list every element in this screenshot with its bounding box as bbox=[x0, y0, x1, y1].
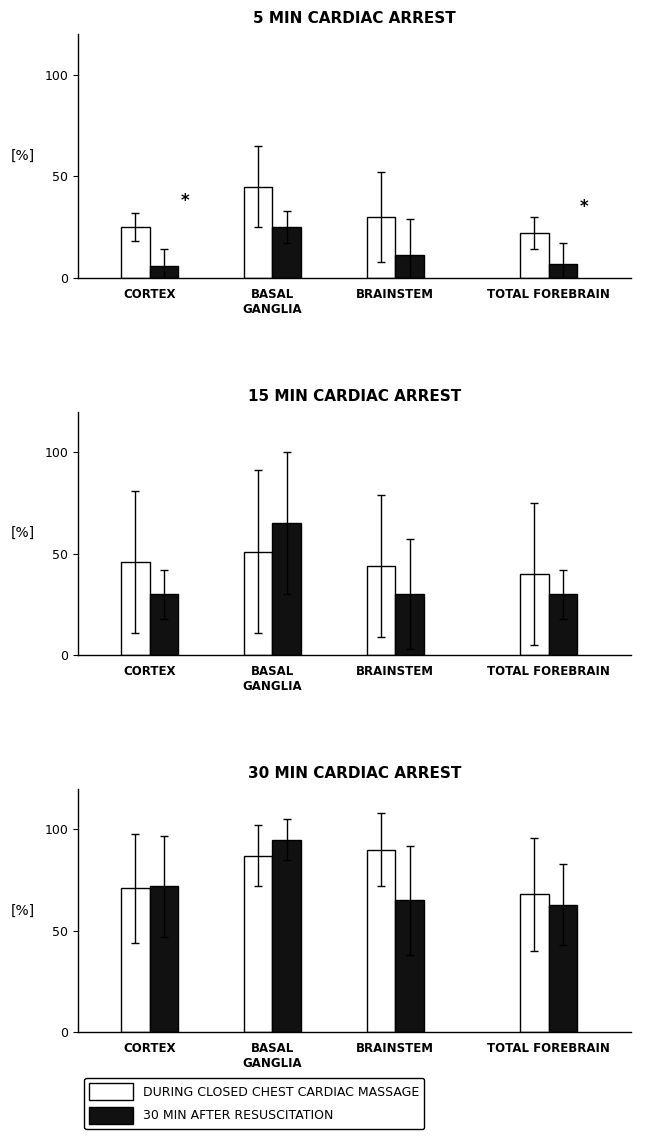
Bar bbox=[520, 895, 549, 1032]
Bar bbox=[272, 227, 301, 278]
Title: 5 MIN CARDIAC ARREST: 5 MIN CARDIAC ARREST bbox=[253, 11, 456, 26]
Bar bbox=[395, 900, 424, 1032]
Bar bbox=[549, 264, 577, 278]
Bar bbox=[244, 552, 272, 655]
Legend: DURING CLOSED CHEST CARDIAC MASSAGE, 30 MIN AFTER RESUSCITATION: DURING CLOSED CHEST CARDIAC MASSAGE, 30 … bbox=[84, 1078, 424, 1130]
Bar bbox=[272, 523, 301, 655]
Bar bbox=[244, 856, 272, 1032]
Bar bbox=[244, 187, 272, 278]
Bar bbox=[272, 840, 301, 1032]
Bar bbox=[367, 565, 395, 655]
Y-axis label: [%]: [%] bbox=[10, 526, 35, 540]
Bar bbox=[549, 594, 577, 655]
Bar bbox=[121, 562, 150, 655]
Bar bbox=[395, 594, 424, 655]
Title: 30 MIN CARDIAC ARREST: 30 MIN CARDIAC ARREST bbox=[248, 766, 461, 781]
Bar bbox=[520, 233, 549, 278]
Bar bbox=[395, 256, 424, 278]
Bar bbox=[150, 266, 178, 278]
Bar bbox=[367, 217, 395, 278]
Text: *: * bbox=[580, 197, 589, 216]
Y-axis label: [%]: [%] bbox=[10, 904, 35, 918]
Bar bbox=[549, 905, 577, 1032]
Bar bbox=[520, 574, 549, 655]
Bar bbox=[150, 594, 178, 655]
Bar bbox=[367, 850, 395, 1032]
Text: *: * bbox=[181, 192, 190, 210]
Bar bbox=[121, 227, 150, 278]
Y-axis label: [%]: [%] bbox=[10, 149, 35, 163]
Title: 15 MIN CARDIAC ARREST: 15 MIN CARDIAC ARREST bbox=[248, 389, 461, 404]
Bar bbox=[150, 887, 178, 1032]
Bar bbox=[121, 888, 150, 1032]
